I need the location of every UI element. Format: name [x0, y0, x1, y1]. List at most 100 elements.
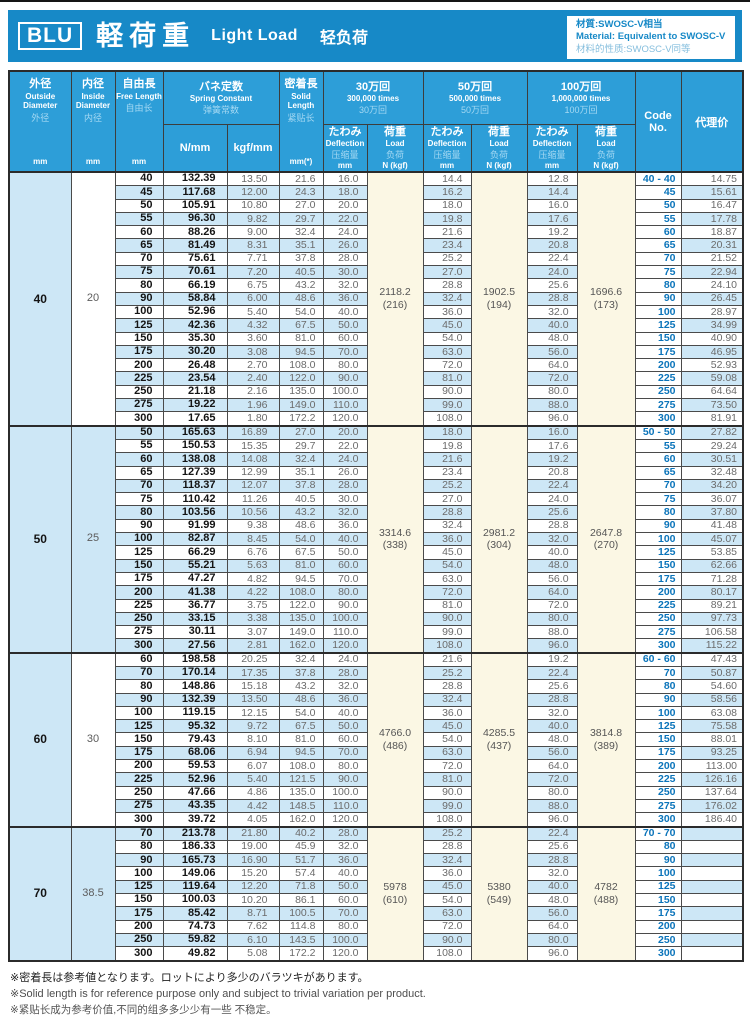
deflection-1m-cell: 22.4	[526, 478, 578, 494]
deflection-500k-cell: 108.0	[422, 946, 472, 962]
deflection-300k-cell: 80.0	[322, 585, 368, 600]
price-cell: 81.91	[680, 411, 744, 427]
price-cell: 18.87	[680, 225, 744, 240]
col-header-500k-times: 50万回 500,000 times 50万回	[422, 70, 528, 125]
load-500k-cell: 4285.5 (437)	[470, 651, 528, 828]
subheader-load-300k: 荷重 Load 负荷 N (kgf)	[366, 124, 424, 173]
spring-constant-kgf-cell: 3.08	[226, 344, 280, 360]
price-cell: 34.20	[680, 478, 744, 494]
price-cell	[680, 825, 744, 841]
deflection-1m-cell: 28.8	[526, 291, 578, 306]
spring-constant-kgf-cell: 15.35	[226, 438, 280, 454]
solid-length-cell: 162.0	[278, 812, 324, 828]
deflection-500k-cell: 18.0	[422, 424, 472, 440]
price-cell	[680, 853, 744, 868]
spring-constant-n-cell: 59.53	[162, 759, 228, 774]
deflection-500k-cell: 25.2	[422, 251, 472, 267]
deflection-500k-cell: 90.0	[422, 932, 472, 948]
free-length-cell: 65	[114, 238, 164, 253]
code-no-cell: 80	[634, 505, 682, 520]
free-length-cell: 175	[114, 745, 164, 761]
deflection-300k-cell: 60.0	[322, 558, 368, 573]
deflection-300k-cell: 80.0	[322, 919, 368, 934]
free-length-cell: 60	[114, 651, 164, 667]
price-cell: 15.61	[680, 185, 744, 200]
deflection-300k-cell: 90.0	[322, 371, 368, 386]
page-title-zh: 轻负荷	[319, 30, 368, 47]
deflection-500k-cell: 19.8	[422, 211, 472, 227]
deflection-300k-cell: 28.0	[322, 251, 368, 267]
deflection-500k-cell: 27.0	[422, 265, 472, 280]
deflection-1m-cell: 64.0	[526, 358, 578, 373]
solid-length-cell: 108.0	[278, 585, 324, 600]
code-no-cell: 45	[634, 185, 682, 200]
solid-length-cell: 148.5	[278, 798, 324, 814]
solid-length-cell: 81.0	[278, 331, 324, 346]
price-cell: 52.93	[680, 358, 744, 373]
price-cell: 37.80	[680, 505, 744, 520]
free-length-cell: 70	[114, 825, 164, 841]
spring-constant-kgf-cell: 6.00	[226, 291, 280, 306]
solid-length-cell: 162.0	[278, 638, 324, 654]
price-cell: 40.90	[680, 331, 744, 346]
table-row: 90 132.39 13.50 48.6 36.0 32.4 28.8 90 58.56	[9, 692, 744, 707]
spring-constant-n-cell: 79.43	[162, 732, 228, 747]
free-length-cell: 175	[114, 344, 164, 360]
price-cell: 20.31	[680, 238, 744, 253]
deflection-500k-cell: 54.0	[422, 893, 472, 908]
table-row: 80 186.33 19.00 45.9 32.0 28.8 25.6 80	[9, 839, 744, 855]
spring-constant-n-cell: 127.39	[162, 465, 228, 480]
table-row: 200 74.73 7.62 114.8 80.0 72.0 64.0 200	[9, 919, 744, 934]
price-cell	[680, 879, 744, 895]
col-header-inside-diameter: 内径 Inside Diameter 内径 mm	[70, 70, 116, 173]
deflection-1m-cell: 40.0	[526, 719, 578, 734]
deflection-500k-cell: 16.2	[422, 185, 472, 200]
table-header: 外径 Outside Diameter 外径 mm 内径 Inside Diam…	[8, 70, 744, 173]
solid-length-cell: 37.8	[278, 251, 324, 267]
deflection-300k-cell: 110.0	[322, 398, 368, 413]
deflection-300k-cell: 36.0	[322, 291, 368, 306]
free-length-cell: 275	[114, 625, 164, 640]
load-1m-cell: 1696.6 (173)	[576, 171, 636, 427]
deflection-500k-cell: 28.8	[422, 679, 472, 694]
deflection-1m-cell: 96.0	[526, 638, 578, 654]
deflection-1m-cell: 19.2	[526, 452, 578, 467]
spring-constant-kgf-cell: 3.38	[226, 611, 280, 627]
free-length-cell: 200	[114, 585, 164, 600]
deflection-500k-cell: 28.8	[422, 839, 472, 855]
spring-constant-kgf-cell: 1.96	[226, 398, 280, 413]
code-no-cell: 60	[634, 225, 682, 240]
spring-constant-n-cell: 66.29	[162, 545, 228, 560]
free-length-cell: 40	[114, 171, 164, 187]
deflection-300k-cell: 28.0	[322, 825, 368, 841]
deflection-300k-cell: 100.0	[322, 611, 368, 627]
deflection-500k-cell: 21.6	[422, 651, 472, 667]
price-cell: 58.56	[680, 692, 744, 707]
deflection-500k-cell: 45.0	[422, 545, 472, 560]
price-cell: 115.22	[680, 638, 744, 654]
solid-length-cell: 149.0	[278, 625, 324, 640]
solid-length-cell: 51.7	[278, 853, 324, 868]
price-cell: 54.60	[680, 679, 744, 694]
spring-constant-kgf-cell: 14.08	[226, 452, 280, 467]
id-cell: 25	[70, 424, 116, 654]
price-cell: 16.47	[680, 198, 744, 213]
solid-length-cell: 94.5	[278, 344, 324, 360]
spring-constant-kgf-cell: 13.50	[226, 171, 280, 187]
deflection-300k-cell: 80.0	[322, 759, 368, 774]
deflection-300k-cell: 100.0	[322, 384, 368, 400]
deflection-500k-cell: 90.0	[422, 611, 472, 627]
deflection-300k-cell: 36.0	[322, 518, 368, 534]
code-no-cell: 175	[634, 571, 682, 587]
table-row: 275 43.35 4.42 148.5 110.0 99.0 88.0 275 176.02	[9, 798, 744, 814]
deflection-1m-cell: 64.0	[526, 919, 578, 934]
spring-constant-kgf-cell: 1.80	[226, 411, 280, 427]
solid-length-cell: 121.5	[278, 772, 324, 787]
spring-constant-n-cell: 35.30	[162, 331, 228, 346]
spring-constant-kgf-cell: 3.07	[226, 625, 280, 640]
deflection-500k-cell: 63.0	[422, 344, 472, 360]
deflection-1m-cell: 28.8	[526, 853, 578, 868]
deflection-300k-cell: 32.0	[322, 278, 368, 293]
title-bar: BLU 軽荷重 Light Load 轻负荷 材質:SWOSC-V相当 Mate…	[8, 10, 742, 62]
